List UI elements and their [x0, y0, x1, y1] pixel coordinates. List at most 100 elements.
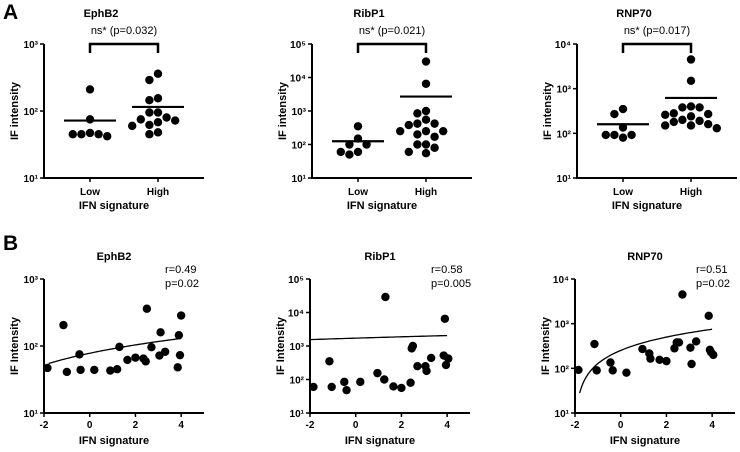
significance-bracket	[356, 42, 428, 53]
panel-label-b: B	[3, 232, 19, 255]
data-point	[94, 130, 103, 139]
x-axis-label: IFN signature	[345, 435, 415, 447]
y-tick-label: 10²	[557, 129, 572, 140]
y-axis-label: IF intensity	[542, 81, 554, 140]
data-point	[638, 344, 647, 354]
data-point	[340, 377, 349, 387]
chart-b-ephb2: EphB2 10¹ 10² 10³ IF Intensity IFN signature -…	[9, 251, 204, 447]
data-point	[610, 130, 619, 140]
data-point	[610, 109, 619, 119]
data-point	[173, 363, 182, 372]
data-point	[373, 368, 382, 378]
data-point	[655, 355, 664, 365]
data-point	[413, 130, 422, 139]
regression-line	[309, 334, 448, 341]
data-point	[678, 103, 687, 112]
y-axis-label: IF Intensity	[9, 316, 21, 375]
data-point	[695, 103, 704, 112]
data-point	[574, 365, 583, 375]
y-axis-label: IF intensity	[277, 81, 289, 140]
y-tick-label: 10²	[292, 141, 307, 152]
chart-title: EphB2	[84, 8, 119, 20]
x-tick-label: Low	[348, 187, 368, 198]
data-point	[421, 148, 431, 158]
data-point	[413, 119, 422, 128]
data-point	[59, 320, 68, 330]
x-tick-label: -2	[40, 420, 49, 431]
x-tick-label: 0	[618, 420, 624, 431]
data-point	[669, 109, 678, 118]
data-point	[76, 365, 85, 375]
data-point	[342, 385, 351, 395]
data-point	[353, 122, 363, 131]
data-point	[421, 57, 431, 66]
data-point	[686, 76, 696, 86]
y-tick-label: 10²	[24, 342, 39, 353]
data-point	[131, 353, 140, 362]
data-point	[704, 120, 713, 129]
data-point	[123, 355, 132, 365]
data-point	[686, 102, 696, 111]
y-tick-label: 10⁴	[290, 74, 306, 85]
y-axis-label: IF Intensity	[540, 316, 552, 375]
data-point	[430, 143, 439, 152]
data-point	[422, 366, 431, 376]
data-point	[153, 128, 163, 137]
chart-a-ephb2: EphB2 10¹ 10² 10³ IF intensity IFN signature L…	[9, 8, 204, 212]
data-point	[413, 109, 422, 118]
data-point	[590, 339, 599, 349]
data-point	[68, 130, 78, 139]
correlation-stat: p=0.02	[165, 278, 199, 290]
x-tick-label: 4	[444, 420, 450, 431]
x-tick-label: High	[680, 187, 702, 198]
data-point	[103, 132, 112, 141]
data-point	[174, 330, 184, 340]
data-point	[43, 363, 52, 373]
data-point	[145, 108, 154, 117]
data-point	[380, 375, 389, 384]
y-axis-label: IF intensity	[9, 81, 21, 140]
y-tick-label: 10¹	[24, 174, 39, 185]
y-tick-label: 10³	[557, 85, 572, 96]
data-point	[345, 140, 354, 149]
x-tick-label: 4	[709, 420, 715, 431]
x-tick-label: -2	[571, 420, 580, 431]
y-tick-label: 10³	[24, 275, 39, 286]
data-point	[85, 85, 95, 94]
significance-annotation: ns* (p=0.021)	[359, 25, 425, 37]
y-tick-label: 10¹	[292, 174, 307, 185]
data-point	[440, 314, 450, 323]
regression-line	[48, 337, 182, 365]
data-point	[421, 79, 431, 88]
chart-a-ribp1: RibP1 10¹ 10² 10³ 10⁴ 10⁵ IF intensity IFN sign…	[277, 8, 472, 212]
significance-annotation: ns* (p=0.017)	[624, 25, 690, 37]
data-point	[704, 109, 713, 119]
y-tick-label: 10³	[555, 320, 570, 331]
data-point	[145, 130, 154, 139]
chart-a-rnp70: RNP70 10¹ 10² 10³ 10⁴ IF intensity IFN signatu…	[542, 8, 737, 212]
data-point	[171, 116, 180, 125]
chart-title: RNP70	[616, 8, 651, 20]
y-tick-label: 10¹	[557, 174, 572, 185]
chart-title: RibP1	[353, 8, 384, 20]
data-point	[608, 366, 617, 375]
data-point	[85, 128, 95, 138]
y-tick-label: 10³	[24, 40, 39, 51]
data-point	[618, 133, 628, 142]
data-point	[661, 110, 670, 119]
data-point	[669, 117, 678, 127]
data-point	[430, 119, 439, 128]
chart-title: RibP1	[364, 251, 395, 263]
data-point	[686, 343, 695, 352]
x-axis-label: IFN signature	[79, 200, 149, 212]
data-point	[627, 130, 636, 140]
significance-bracket	[621, 42, 693, 53]
data-point	[362, 140, 371, 149]
data-point	[136, 115, 145, 124]
data-point	[678, 115, 687, 125]
data-point	[661, 121, 670, 130]
significance-bracket	[88, 42, 160, 53]
data-point	[601, 130, 610, 140]
data-point	[62, 367, 72, 377]
data-point	[622, 368, 631, 377]
